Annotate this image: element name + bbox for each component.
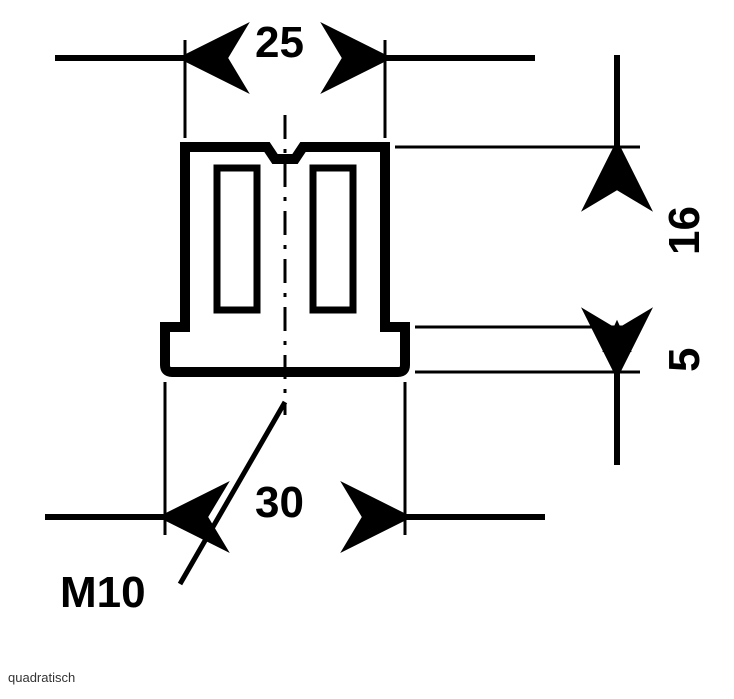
dim-label-bottom: 30	[255, 478, 304, 528]
dim-label-height-main: 16	[660, 206, 710, 255]
dim-right	[395, 55, 640, 465]
dim-label-thread: M10	[60, 568, 146, 618]
caption: quadratisch	[8, 670, 75, 685]
drawing-canvas: 25 30 16 5 M10 quadratisch	[0, 0, 734, 699]
dim-label-height-base: 5	[660, 348, 710, 372]
dim-label-top: 25	[255, 18, 304, 68]
